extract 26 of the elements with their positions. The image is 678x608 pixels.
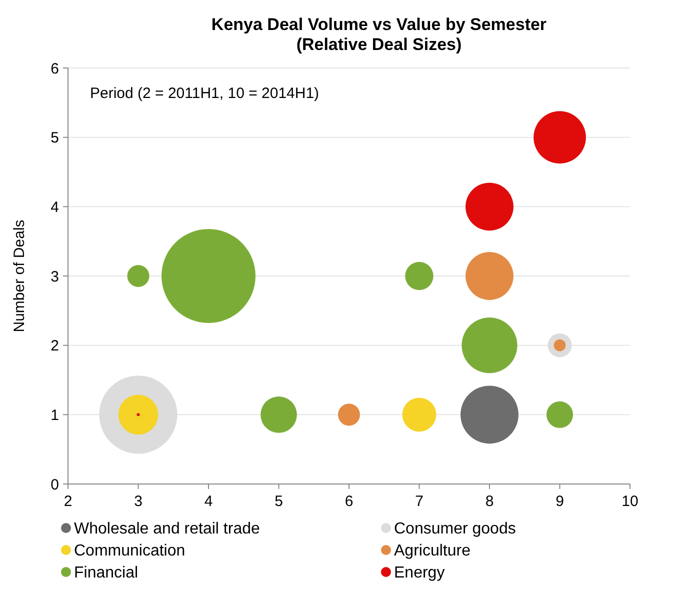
x-tick-label: 5	[274, 493, 283, 510]
annotation: Period (2 = 2011H1, 10 = 2014H1)	[90, 85, 320, 102]
legend-label: Wholesale and retail trade	[74, 520, 260, 538]
y-tick-label: 0	[50, 476, 59, 494]
legend-label: Financial	[74, 564, 138, 582]
chart-title: Kenya Deal Volume vs Value by Semester	[211, 15, 547, 34]
legend-label: Energy	[394, 564, 445, 582]
y-tick-label: 5	[50, 130, 59, 147]
x-tick-label: 6	[344, 493, 354, 510]
y-tick-label: 3	[50, 268, 59, 286]
x-tick-label: 7	[415, 493, 424, 510]
y-tick-label: 1	[50, 406, 59, 424]
x-tick-label: 10	[622, 493, 638, 510]
legend-label: Consumer goods	[394, 520, 516, 538]
y-tick-label: 2	[50, 338, 59, 355]
legend-label: Agriculture	[394, 542, 471, 560]
chart-subtitle: (Relative Deal Sizes)	[296, 35, 462, 54]
legend-label: Communication	[74, 542, 186, 560]
y-tick-label: 6	[50, 60, 59, 78]
y-axis-title: Number of Deals	[11, 220, 28, 332]
x-tick-label: 9	[556, 493, 564, 510]
x-tick-label: 8	[485, 493, 494, 510]
y-tick-label: 4	[50, 198, 59, 216]
x-tick-label: 3	[134, 493, 142, 510]
x-tick-label: 2	[64, 493, 72, 510]
x-tick-label: 4	[204, 493, 213, 510]
